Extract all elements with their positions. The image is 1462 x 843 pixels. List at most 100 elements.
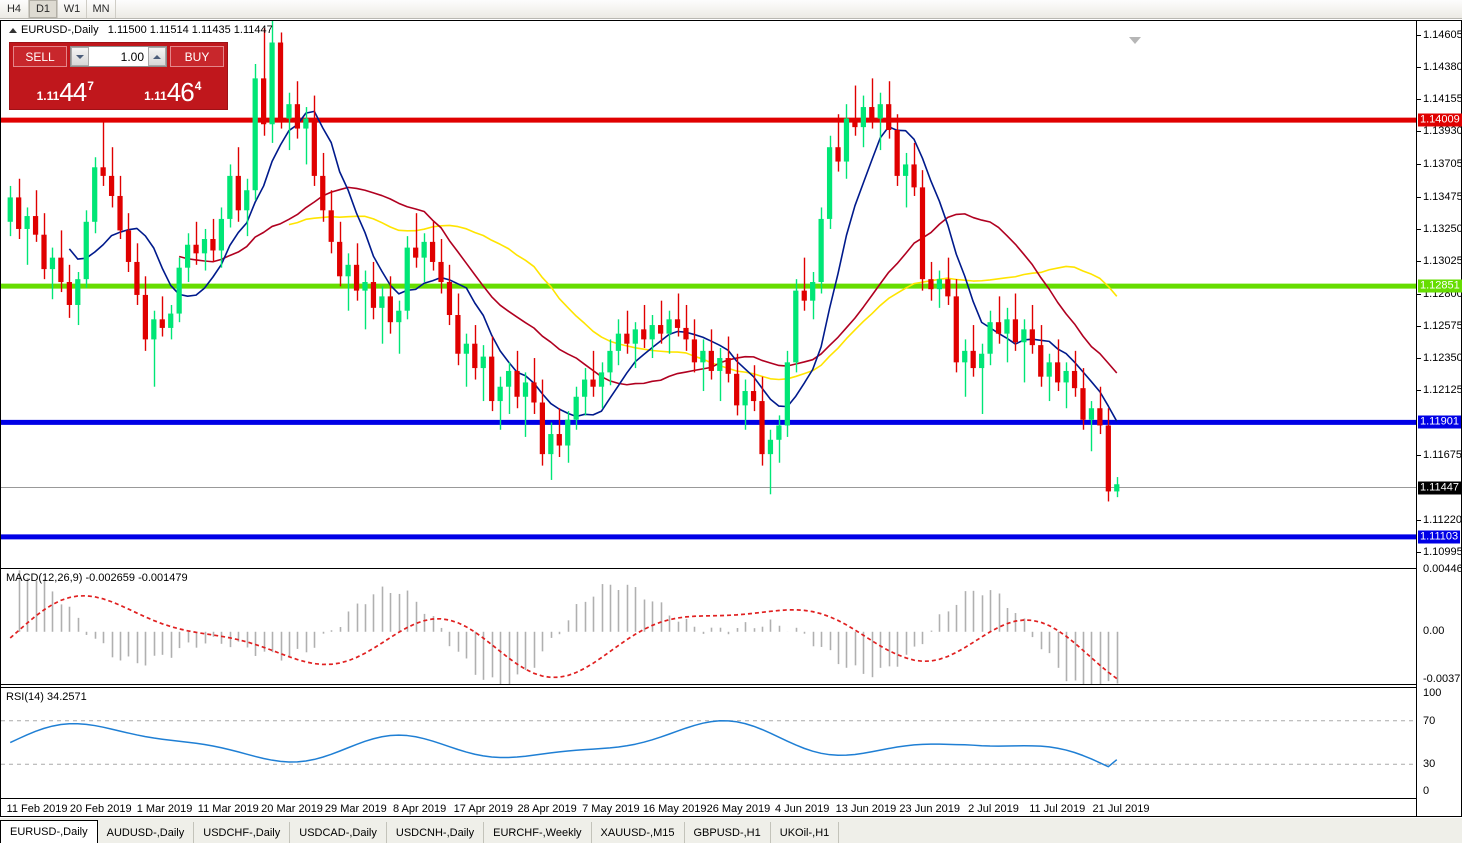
- one-click-trading-panel[interactable]: SELL 1.00 BUY 1.11 44 7 1.11 46 4: [9, 42, 228, 110]
- date-tick-label: 13 Jun 2019: [835, 803, 897, 815]
- chart-tab-eurusd[interactable]: EURUSD-,Daily: [0, 820, 98, 843]
- date-tick-label: 17 Apr 2019: [453, 803, 514, 815]
- buy-price-display[interactable]: 1.11 46 4: [120, 69, 224, 107]
- chart-tab-audusd[interactable]: AUDUSD-,Daily: [98, 822, 195, 843]
- rsi-tick-label: 0: [1423, 785, 1430, 797]
- chart-tab-ukoil[interactable]: UKOil-,H1: [771, 822, 840, 843]
- price-tick-label: 1.12575: [1423, 319, 1462, 332]
- price-tick-mark: [1417, 261, 1421, 263]
- macd-tick-label: -0.003715: [1423, 673, 1462, 685]
- sell-button[interactable]: SELL: [13, 46, 67, 67]
- chart-tab-xauusd[interactable]: XAUUSD-,M15: [592, 822, 685, 843]
- price-level-badge-green: 1.12851: [1418, 279, 1462, 293]
- date-tick-label: 26 May 2019: [706, 803, 771, 815]
- volume-input[interactable]: 1.00: [120, 49, 144, 64]
- date-tick-label: 29 Mar 2019: [324, 803, 387, 815]
- chart-tab-usdcnh[interactable]: USDCNH-,Daily: [387, 822, 485, 843]
- chart-window: EURUSD-,Daily 1.11500 1.11514 1.11435 1.…: [0, 20, 1462, 817]
- price-tick-mark: [1417, 228, 1421, 230]
- date-tick-label: 7 May 2019: [582, 803, 640, 815]
- timeframe-d1[interactable]: D1: [29, 0, 58, 18]
- price-pane[interactable]: [1, 21, 1416, 566]
- chart-top-marker-icon: [1129, 37, 1141, 44]
- chart-tabs-bar: EURUSD-,Daily AUDUSD-,Daily USDCHF-,Daily U…: [0, 818, 1462, 843]
- price-tick-label: 1.14155: [1423, 93, 1462, 106]
- price-scale[interactable]: 1.14605 1.14380 1.14155 1.13930 1.13705 1.134…: [1416, 21, 1462, 816]
- buy-price-prefix: 1.11: [144, 89, 167, 103]
- rsi-title: RSI(14) 34.2571: [6, 691, 87, 703]
- chart-tab-gbpusd[interactable]: GBPUSD-,H1: [685, 822, 771, 843]
- buy-button[interactable]: BUY: [170, 46, 224, 67]
- oct-controls-row: SELL 1.00 BUY: [10, 43, 227, 68]
- date-tick-label: 8 Apr 2019: [392, 803, 447, 815]
- macd-tick-label: 0.004465: [1423, 563, 1462, 575]
- chart-tab-usdchf[interactable]: USDCHF-,Daily: [194, 822, 291, 843]
- timeframe-w1[interactable]: W1: [58, 0, 87, 18]
- collapse-arrow-icon[interactable]: [9, 28, 17, 33]
- price-tick-label: 1.13025: [1423, 255, 1462, 268]
- chevron-up-icon: [153, 54, 161, 59]
- date-tick-label: 23 Jun 2019: [899, 803, 960, 815]
- date-tick-label: 2 Jul 2019: [968, 803, 1019, 815]
- price-tick-label: 1.13475: [1423, 190, 1462, 203]
- price-level-badge-black: 1.11447: [1418, 481, 1461, 495]
- sell-price-prefix: 1.11: [36, 89, 60, 103]
- price-tick-mark: [1417, 358, 1421, 360]
- price-level-badge-blue: 1.11901: [1418, 415, 1461, 429]
- price-tick-mark: [1417, 196, 1421, 198]
- price-tick-mark: [1417, 454, 1421, 456]
- ohlc-values: 1.11500 1.11514 1.11435 1.11447: [107, 24, 273, 36]
- date-tick-label: 11 Feb 2019: [6, 803, 68, 815]
- volume-stepper[interactable]: 1.00: [70, 46, 167, 67]
- macd-chart: [9, 570, 1119, 684]
- date-tick-label: 1 Mar 2019: [136, 803, 193, 815]
- date-tick-label: 20 Feb 2019: [69, 803, 132, 815]
- price-tick-label: 1.13705: [1423, 157, 1462, 170]
- macd-title: MACD(12,26,9) -0.002659 -0.001479: [6, 572, 188, 584]
- rsi-pane[interactable]: RSI(14) 34.2571: [1, 687, 1416, 797]
- price-tick-label: 1.10995: [1423, 546, 1462, 559]
- date-tick-label: 11 Jul 2019: [1029, 803, 1086, 815]
- chart-symbol-title: EURUSD-,Daily 1.11500 1.11514 1.11435 1.…: [21, 24, 273, 36]
- sell-price-sup: 7: [87, 79, 94, 93]
- date-axis: 11 Feb 2019 20 Feb 2019 1 Mar 2019 11 Mar 2…: [1, 798, 1416, 817]
- price-tick-mark: [1417, 163, 1421, 165]
- symbol-label: EURUSD-,Daily: [21, 24, 99, 36]
- price-tick-mark: [1417, 66, 1421, 68]
- price-level-badge-blue: 1.11103: [1418, 530, 1461, 544]
- rsi-chart: [1, 720, 1416, 768]
- price-tick-label: 1.13930: [1423, 125, 1462, 138]
- sell-price-main: 44: [59, 77, 87, 107]
- macd-tick-label: 0.00: [1423, 624, 1445, 637]
- chevron-down-icon: [76, 54, 84, 59]
- date-tick-label: 21 Jul 2019: [1092, 803, 1150, 815]
- price-tick-label: 1.13250: [1423, 222, 1462, 235]
- price-tick-label: 1.12125: [1423, 384, 1462, 397]
- price-tick-label: 1.14380: [1423, 60, 1462, 73]
- price-tick-label: 1.12350: [1423, 352, 1462, 365]
- volume-decrease-button[interactable]: [71, 47, 89, 66]
- chart-tab-eurchf[interactable]: EURCHF-,Weekly: [484, 822, 592, 843]
- price-tick-mark: [1417, 325, 1421, 327]
- timeframe-mn[interactable]: MN: [87, 0, 116, 18]
- price-tick-mark: [1417, 99, 1421, 101]
- price-tick-label: 1.11675: [1423, 448, 1462, 461]
- timeframe-h4[interactable]: H4: [0, 0, 29, 18]
- price-tick-label: 1.11220: [1423, 514, 1462, 527]
- volume-increase-button[interactable]: [148, 47, 166, 66]
- date-tick-label: 11 Mar 2019: [197, 803, 259, 815]
- rsi-tick-label: 30: [1423, 758, 1436, 771]
- sell-price-display[interactable]: 1.11 44 7: [13, 69, 117, 106]
- price-tick-mark: [1417, 390, 1421, 392]
- date-tick-label: 20 Mar 2019: [261, 803, 323, 815]
- macd-pane[interactable]: MACD(12,26,9) -0.002659 -0.001479: [1, 568, 1416, 685]
- rsi-tick-label: 100: [1423, 687, 1442, 699]
- price-tick-mark: [1417, 34, 1421, 36]
- oct-price-row: 1.11 44 7 1.11 46 4: [10, 68, 227, 109]
- buy-price-main: 46: [166, 77, 195, 107]
- date-tick-label: 28 Apr 2019: [517, 803, 577, 815]
- chart-tab-usdcad[interactable]: USDCAD-,Daily: [290, 822, 387, 843]
- price-tick-mark: [1417, 520, 1421, 522]
- price-tick-label: 1.14605: [1423, 28, 1462, 41]
- rsi-tick-label: 70: [1423, 714, 1436, 727]
